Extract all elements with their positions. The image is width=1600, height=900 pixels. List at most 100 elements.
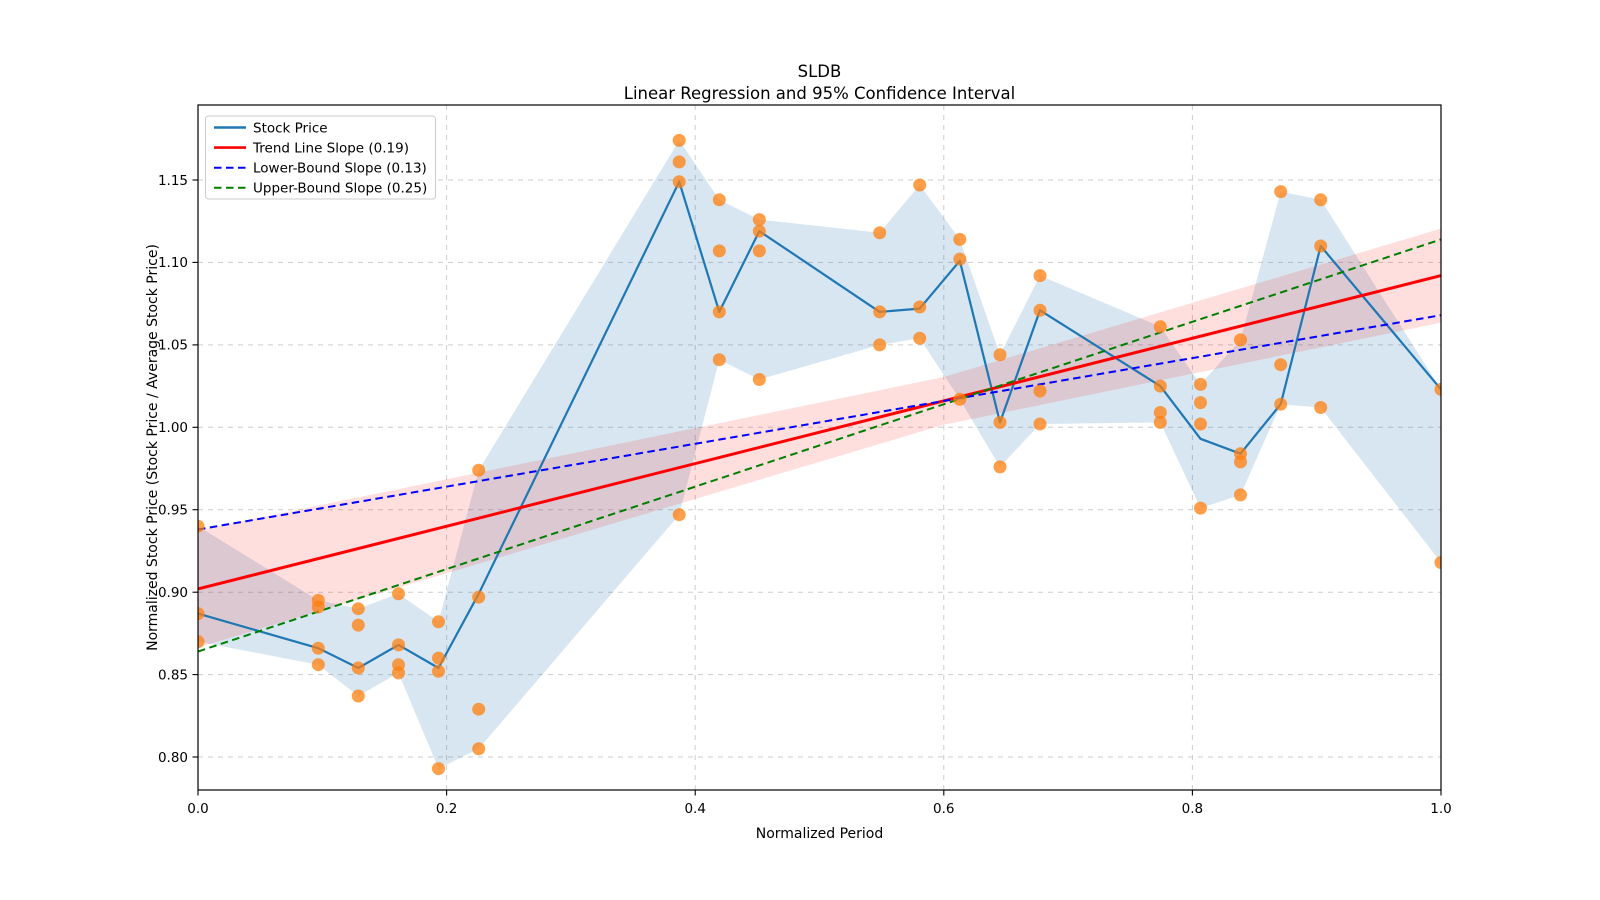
data-point: [672, 133, 686, 147]
data-point: [712, 305, 726, 319]
data-point: [472, 463, 486, 477]
data-point: [752, 224, 766, 238]
data-point: [1314, 401, 1328, 414]
data-point: [672, 508, 686, 522]
data-point: [311, 641, 325, 655]
data-point: [752, 244, 766, 258]
data-point: [953, 232, 967, 246]
data-point: [1274, 397, 1288, 411]
data-point: [993, 348, 1007, 362]
stock-price-range-band: [198, 140, 1441, 769]
data-point: [351, 618, 365, 632]
axis-ticks: 0.0 0.2 0.4 0.6 0.8 1.0 0.80 0.85 0.90 0.95 1.00 1.…: [158, 173, 1452, 817]
y-tick-label: 0.95: [158, 503, 188, 519]
y-tick-label: 1.00: [158, 420, 188, 436]
data-point: [1274, 185, 1288, 199]
series-lower-bound-slope-0-13-: [198, 314, 1441, 531]
data-point: [1234, 455, 1247, 469]
y-tick-label: 0.90: [158, 585, 188, 601]
legend-box: [205, 115, 436, 200]
data-point: [351, 661, 365, 675]
line-series: [198, 180, 1441, 670]
y-tick-label: 1.15: [158, 173, 188, 189]
data-point: [351, 689, 365, 703]
y-tick-label: 1.10: [158, 255, 188, 271]
x-tick-label: 0.2: [436, 801, 457, 817]
data-point: [1153, 320, 1167, 334]
x-tick-label: 0.6: [933, 801, 954, 817]
data-point: [1033, 417, 1047, 431]
data-point: [712, 193, 726, 207]
legend-item: Lower-Bound Slope (0.13): [214, 161, 427, 177]
scatter-points: [198, 133, 1441, 776]
data-point: [672, 175, 686, 189]
data-point: [472, 590, 486, 604]
data-point: [392, 638, 405, 652]
data-point: [392, 587, 405, 601]
series-upper-bound-slope-0-25-: [198, 238, 1441, 653]
data-point: [1194, 377, 1207, 391]
data-point: [1234, 488, 1247, 502]
data-point: [1153, 379, 1167, 393]
data-point: [1033, 303, 1047, 317]
legend-item: Upper-Bound Slope (0.25): [214, 181, 427, 197]
data-point: [472, 702, 486, 716]
data-point: [198, 607, 205, 621]
data-point: [712, 353, 726, 367]
y-tick-label: 0.80: [158, 750, 188, 766]
data-point: [472, 742, 486, 756]
legend-item-label: Upper-Bound Slope (0.25): [253, 181, 427, 197]
data-point: [953, 252, 967, 266]
legend-item-label: Stock Price: [253, 120, 328, 136]
series-stock-price: [198, 180, 1441, 670]
data-point: [1194, 501, 1207, 515]
data-point: [432, 651, 445, 665]
data-point: [993, 460, 1007, 474]
data-point: [1434, 382, 1441, 396]
legend: Stock Price Trend Line Slope (0.19) Lower-…: [205, 115, 436, 200]
data-point: [392, 666, 405, 680]
data-point: [1033, 384, 1047, 398]
data-point: [1153, 406, 1167, 419]
data-point: [873, 226, 887, 240]
confidence-interval-band: [198, 228, 1441, 648]
data-point: [198, 519, 205, 533]
data-point: [913, 331, 927, 345]
data-point: [432, 615, 445, 629]
data-point: [712, 244, 726, 258]
data-point: [672, 155, 686, 169]
series-trend-line-slope-0-19-: [198, 274, 1441, 591]
data-point: [1033, 269, 1047, 283]
data-point: [752, 373, 766, 386]
legend-item: Stock Price: [214, 120, 328, 136]
plot-border: [197, 104, 1442, 791]
x-tick-label: 0.4: [684, 801, 705, 817]
data-point: [1153, 415, 1167, 429]
legend-item-label: Trend Line Slope (0.19): [252, 140, 409, 156]
x-tick-label: 0.0: [187, 801, 208, 817]
data-point: [913, 300, 927, 314]
data-point: [351, 602, 365, 616]
data-point: [198, 635, 205, 649]
data-point: [1314, 193, 1328, 207]
x-tick-label: 0.8: [1182, 801, 1203, 817]
data-point: [953, 392, 967, 406]
data-point: [1194, 396, 1207, 410]
data-point: [311, 658, 325, 672]
data-point: [432, 664, 445, 678]
data-point: [993, 415, 1007, 429]
legend-item: Trend Line Slope (0.19): [214, 140, 409, 156]
data-point: [432, 762, 445, 776]
data-point: [311, 600, 325, 614]
legend-item-label: Lower-Bound Slope (0.13): [253, 161, 427, 177]
y-axis-label: Normalized Stock Price (Stock Price / Av…: [145, 244, 161, 651]
data-point: [873, 305, 887, 319]
y-tick-label: 1.05: [158, 338, 188, 354]
data-point: [1314, 239, 1328, 253]
data-point: [873, 338, 887, 352]
data-point: [1434, 556, 1441, 569]
y-tick-label: 0.85: [158, 667, 188, 683]
x-tick-label: 1.0: [1430, 801, 1451, 817]
